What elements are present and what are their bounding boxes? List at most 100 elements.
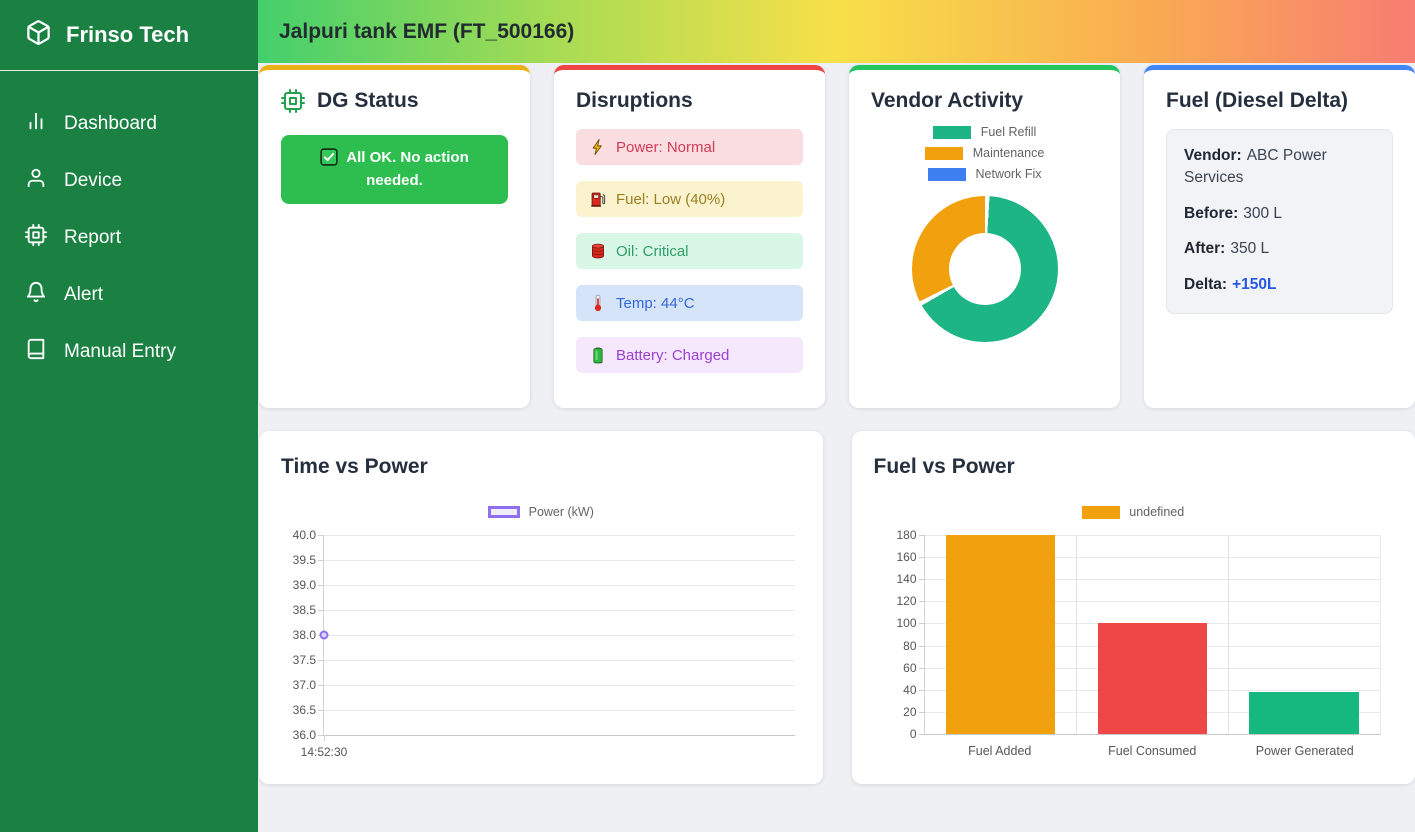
card-title: Vendor Activity bbox=[871, 89, 1024, 112]
bar-fuel-added bbox=[945, 535, 1056, 734]
x-axis-category: Power Generated bbox=[1255, 744, 1354, 758]
fuel-info-box: Vendor: ABC Power Services Before: 300 L A… bbox=[1166, 129, 1393, 315]
disruption-text: Fuel: Low (40%) bbox=[616, 190, 726, 208]
user-icon bbox=[25, 167, 47, 195]
before-label: Before: bbox=[1184, 204, 1239, 222]
sidebar-item-dashboard[interactable]: Dashboard bbox=[0, 95, 258, 152]
card-disruptions: Disruptions Power: Normal Fuel: Low (40%… bbox=[554, 65, 825, 408]
card-title: Fuel (Diesel Delta) bbox=[1166, 89, 1349, 112]
bar-legend[interactable]: undefined bbox=[874, 505, 1394, 519]
disruption-list: Power: Normal Fuel: Low (40%) Oil: Criti… bbox=[576, 129, 803, 373]
x-axis-tick: 14:52:30 bbox=[300, 745, 348, 759]
card-fuel-vs-power: Fuel vs Power undefined 180 160 140 120 100 8… bbox=[851, 431, 1415, 784]
y-axis-tick: 38.5 bbox=[292, 603, 316, 617]
sidebar-menu: Dashboard Device Report Alert bbox=[0, 71, 258, 380]
disruption-text: Power: Normal bbox=[616, 138, 716, 156]
y-axis-tick: 0 bbox=[909, 727, 917, 741]
status-badge: All OK. No action needed. bbox=[281, 135, 508, 204]
data-point bbox=[319, 630, 329, 640]
y-axis-tick: 40 bbox=[903, 682, 917, 697]
y-axis-tick: 37.0 bbox=[292, 678, 316, 692]
disruption-text: Battery: Charged bbox=[616, 346, 730, 364]
disruption-power: Power: Normal bbox=[576, 129, 803, 165]
y-axis-tick: 100 bbox=[896, 616, 917, 631]
battery-icon bbox=[593, 347, 603, 364]
after-value: 350 L bbox=[1230, 240, 1270, 258]
sidebar: Frinso Tech Dashboard Device Report bbox=[0, 0, 258, 832]
y-axis-tick: 160 bbox=[896, 550, 917, 565]
legend-swatch bbox=[487, 506, 520, 518]
legend-swatch bbox=[924, 146, 963, 160]
disruption-text: Oil: Critical bbox=[616, 242, 689, 260]
vendor-label: Vendor: bbox=[1184, 147, 1242, 164]
sidebar-item-label: Report bbox=[64, 226, 122, 248]
lightning-icon bbox=[592, 139, 602, 155]
page-header: Jalpuri tank EMF (FT_500166) bbox=[258, 0, 1415, 63]
bar-category-labels: Fuel Added Fuel Consumed Power Generated bbox=[924, 744, 1382, 758]
status-badge-text: All OK. No action needed. bbox=[346, 149, 469, 189]
line-legend[interactable]: Power (kW) bbox=[281, 505, 801, 519]
card-dg-status: DG Status All OK. No action needed. bbox=[259, 65, 530, 408]
y-axis-tick: 60 bbox=[903, 660, 917, 675]
disruption-battery: Battery: Charged bbox=[576, 337, 803, 373]
dashboard-content: DG Status All OK. No action needed. Disr… bbox=[258, 63, 1415, 784]
y-axis-tick: 37.5 bbox=[292, 653, 316, 667]
y-axis-tick: 36.0 bbox=[292, 728, 316, 742]
sidebar-item-report[interactable]: Report bbox=[0, 209, 258, 266]
y-axis-tick: 40.0 bbox=[292, 528, 316, 542]
sidebar-item-device[interactable]: Device bbox=[0, 152, 258, 209]
vendor-donut bbox=[911, 196, 1058, 342]
vendor-value: ABC Power Services bbox=[1184, 147, 1327, 187]
legend-label: undefined bbox=[1129, 505, 1185, 519]
sidebar-item-manual-entry[interactable]: Manual Entry bbox=[0, 323, 258, 380]
book-icon bbox=[25, 338, 47, 366]
y-axis-tick: 120 bbox=[896, 594, 917, 609]
card-vendor-activity: Vendor Activity Fuel Refill Maintenance Ne… bbox=[849, 65, 1120, 408]
disruption-text: Temp: 44°C bbox=[616, 294, 695, 312]
sidebar-item-label: Device bbox=[64, 169, 123, 191]
y-axis-tick: 140 bbox=[896, 572, 917, 587]
card-title: Time vs Power bbox=[281, 455, 428, 478]
bar-chart-icon bbox=[25, 110, 47, 138]
y-axis-tick: 39.5 bbox=[292, 553, 316, 567]
thermometer-icon bbox=[594, 294, 602, 312]
bar-power-generated bbox=[1249, 692, 1359, 734]
y-axis-tick: 36.5 bbox=[292, 703, 316, 717]
disruption-temp: Temp: 44°C bbox=[576, 285, 803, 321]
chip-icon bbox=[281, 89, 305, 113]
fuel-after-line: After: 350 L bbox=[1184, 238, 1375, 260]
legend-label: Network Fix bbox=[975, 167, 1042, 181]
sidebar-item-label: Alert bbox=[64, 283, 104, 305]
legend-item[interactable]: Network Fix bbox=[927, 167, 1042, 181]
bar-fuel-consumed bbox=[1097, 623, 1207, 734]
vendor-legend: Fuel Refill Maintenance Network Fix bbox=[871, 125, 1098, 181]
check-square-icon bbox=[320, 148, 338, 166]
legend-item[interactable]: Fuel Refill bbox=[932, 125, 1037, 139]
x-axis-category: Fuel Consumed bbox=[1108, 744, 1197, 758]
x-axis-category: Fuel Added bbox=[968, 744, 1032, 758]
legend-label: Maintenance bbox=[972, 146, 1045, 160]
y-axis-tick: 39.0 bbox=[292, 578, 316, 592]
cpu-icon bbox=[25, 223, 47, 252]
legend-label: Fuel Refill bbox=[980, 125, 1037, 139]
delta-label: Delta: bbox=[1184, 275, 1228, 293]
fuel-vendor-line: Vendor: ABC Power Services bbox=[1184, 145, 1375, 190]
fuel-before-line: Before: 300 L bbox=[1184, 203, 1375, 225]
fuel-delta-line: Delta: +150L bbox=[1184, 274, 1375, 296]
card-time-vs-power: Time vs Power Power (kW) 40.0 39.5 39.0 38.… bbox=[259, 431, 823, 784]
legend-label: Power (kW) bbox=[528, 505, 594, 519]
package-icon bbox=[25, 19, 52, 52]
page-title: Jalpuri tank EMF (FT_500166) bbox=[279, 19, 575, 43]
y-axis-tick: 38.0 bbox=[292, 628, 316, 642]
sidebar-item-label: Manual Entry bbox=[64, 340, 176, 362]
fuel-power-plot: 180 160 140 120 100 80 60 40 20 0 bbox=[896, 528, 1381, 741]
card-title: Fuel vs Power bbox=[873, 455, 1015, 478]
legend-swatch bbox=[1082, 505, 1121, 519]
y-axis-tick: 80 bbox=[903, 638, 917, 653]
sidebar-item-alert[interactable]: Alert bbox=[0, 266, 258, 323]
disruption-oil: Oil: Critical bbox=[576, 233, 803, 269]
legend-item[interactable]: Maintenance bbox=[924, 146, 1045, 160]
sidebar-item-label: Dashboard bbox=[64, 112, 157, 134]
card-title: Disruptions bbox=[576, 89, 693, 112]
